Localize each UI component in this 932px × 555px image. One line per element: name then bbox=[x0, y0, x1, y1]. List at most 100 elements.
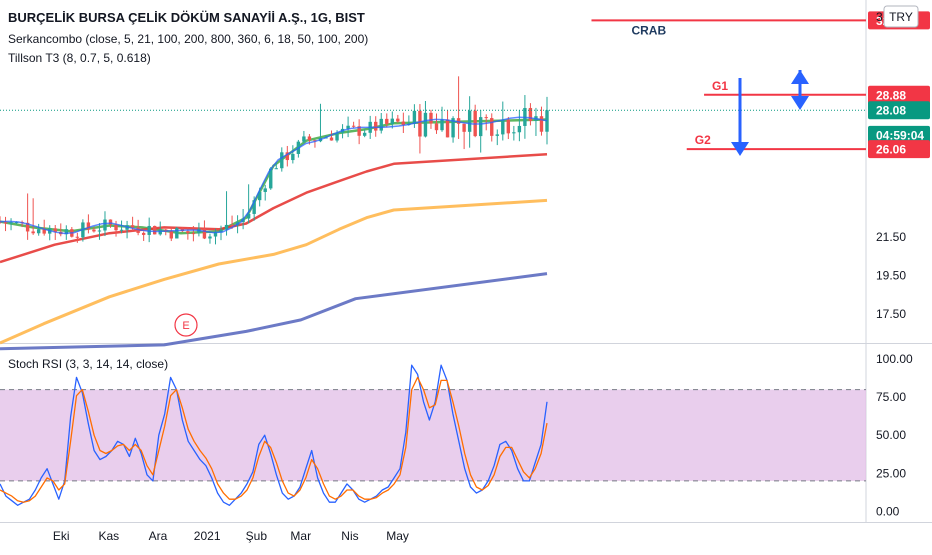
price-badge bbox=[868, 85, 930, 104]
candle-body bbox=[390, 118, 394, 124]
currency-button-box[interactable] bbox=[883, 5, 919, 28]
stoch-rsi-title: Stoch RSI (3, 3, 14, 14, close) bbox=[8, 357, 168, 371]
rsi-y-tick-label: 0.00 bbox=[876, 504, 900, 518]
t3-line bbox=[0, 116, 548, 235]
candle-body bbox=[75, 236, 80, 238]
candle-body bbox=[385, 118, 389, 124]
rsi-y-tick-label: 25.00 bbox=[876, 466, 906, 480]
candle-body bbox=[64, 229, 69, 235]
candle-body bbox=[213, 232, 218, 237]
event-marker-label: E bbox=[182, 320, 189, 332]
candle-body bbox=[490, 118, 494, 136]
candle-body bbox=[374, 121, 378, 131]
x-tick-label: Şub bbox=[246, 529, 268, 543]
target-label: G2 bbox=[695, 133, 711, 147]
x-tick-label: Mar bbox=[290, 529, 311, 543]
candle-body bbox=[86, 222, 91, 230]
candle-body bbox=[346, 125, 350, 129]
candle-body bbox=[351, 125, 356, 127]
chart-title: BURÇELİK BURSA ÇELİK DÖKÜM SANAYİİ A.Ş.,… bbox=[8, 10, 365, 25]
candle-body bbox=[230, 224, 234, 226]
candle-body bbox=[451, 118, 455, 138]
indicator-tillson-t3: Tillson T3 (8, 0.7, 5, 0.618) bbox=[8, 51, 151, 65]
price-badge-label: 28.08 bbox=[876, 104, 906, 118]
price-badge-label: 28.88 bbox=[876, 88, 906, 102]
drawing-layer: CRAB G1 G2 E bbox=[174, 19, 866, 337]
candle-body bbox=[434, 123, 439, 131]
moving-average-line bbox=[0, 152, 548, 264]
price-badge bbox=[868, 140, 930, 159]
candle-body bbox=[103, 219, 107, 231]
candle-body bbox=[252, 200, 256, 214]
candle-body bbox=[517, 125, 522, 133]
candle-body bbox=[191, 233, 196, 235]
x-tick-label: May bbox=[386, 529, 409, 543]
candle-body bbox=[246, 213, 251, 219]
candle-body bbox=[208, 236, 212, 239]
candle-body bbox=[36, 229, 41, 234]
moving-average-line bbox=[0, 198, 548, 345]
candle-body bbox=[263, 188, 267, 192]
indicator-serkancombo: Serkancombo (close, 5, 21, 100, 200, 800… bbox=[8, 32, 368, 46]
price-badge bbox=[868, 125, 930, 144]
candle-body bbox=[280, 152, 284, 169]
candle-body bbox=[335, 132, 339, 141]
candle-body bbox=[92, 229, 96, 232]
candle-body bbox=[169, 231, 173, 239]
x-tick-label: Nis bbox=[341, 529, 358, 543]
currency-label[interactable]: TRY bbox=[889, 10, 913, 24]
rsi-series-line bbox=[0, 364, 548, 506]
candle-body bbox=[164, 229, 168, 232]
price-badge-label: 26.06 bbox=[876, 143, 906, 157]
candle-body bbox=[307, 136, 312, 141]
candle-body bbox=[186, 231, 190, 234]
candle-body bbox=[429, 112, 433, 124]
target-label: CRAB bbox=[631, 23, 666, 37]
rsi-y-tick-label: 50.00 bbox=[876, 428, 906, 442]
candle-body bbox=[3, 221, 8, 224]
currency-button[interactable]: TRY bbox=[883, 5, 919, 28]
candle-body bbox=[141, 232, 146, 235]
stoch-rsi-layer bbox=[0, 364, 866, 506]
candle-body bbox=[462, 123, 466, 132]
candle-body bbox=[418, 110, 422, 137]
candle-body bbox=[285, 152, 290, 161]
event-marker bbox=[174, 313, 198, 337]
rsi-y-tick-label: 75.00 bbox=[876, 390, 906, 404]
price-badge bbox=[868, 101, 930, 120]
candle-body bbox=[9, 222, 13, 224]
y-tick-label: 19.50 bbox=[876, 269, 906, 283]
candle-body bbox=[412, 110, 417, 124]
top-tick-label: 3 bbox=[876, 10, 883, 24]
candle-body bbox=[467, 110, 472, 132]
x-tick-label: Eki bbox=[53, 529, 70, 543]
candle-body bbox=[269, 168, 273, 189]
candle-body bbox=[219, 229, 223, 233]
candle-body bbox=[484, 117, 488, 119]
candle-body bbox=[478, 117, 483, 137]
candle-body bbox=[114, 224, 118, 231]
y-tick-label: 17.50 bbox=[876, 307, 906, 321]
candle-body bbox=[302, 136, 306, 142]
arrow-head bbox=[731, 142, 749, 156]
candle-body bbox=[440, 119, 444, 131]
candle-body bbox=[224, 224, 229, 230]
axis-layer: Eki Kas Ara 2021 Şub Mar Nis May 21.50 19.50 17.50… bbox=[53, 11, 930, 543]
arrow-head bbox=[791, 70, 809, 84]
rsi-band-fill bbox=[0, 389, 866, 481]
candle-body bbox=[495, 134, 499, 136]
candle-body bbox=[153, 225, 157, 235]
candle-body bbox=[506, 119, 511, 134]
x-tick-label: 2021 bbox=[194, 529, 221, 543]
candle-body bbox=[423, 112, 428, 137]
moving-average-line bbox=[0, 272, 548, 351]
candle-body bbox=[512, 132, 516, 134]
candle-body bbox=[501, 119, 505, 135]
candle-body bbox=[31, 231, 35, 234]
y-tick-label: 21.50 bbox=[876, 230, 906, 244]
candle-body bbox=[456, 118, 461, 124]
candle-body bbox=[274, 168, 278, 170]
candle-body bbox=[539, 116, 544, 132]
